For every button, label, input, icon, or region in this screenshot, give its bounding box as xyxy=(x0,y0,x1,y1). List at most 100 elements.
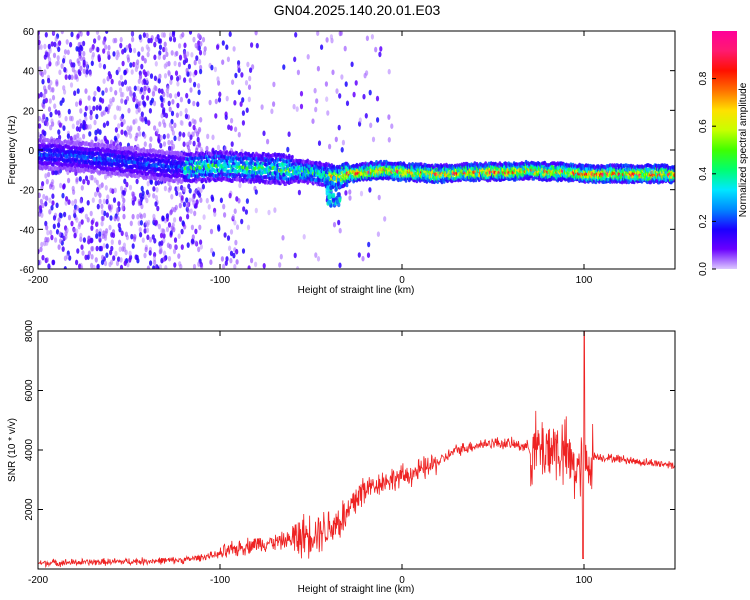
heatmap-cell xyxy=(354,80,358,86)
heatmap-cell xyxy=(233,219,237,226)
heatmap-cell xyxy=(54,169,58,176)
heatmap-cell xyxy=(55,61,59,67)
heatmap-cell xyxy=(120,185,124,192)
heatmap-cell xyxy=(104,185,108,191)
heatmap-cell xyxy=(314,252,318,258)
heatmap-cell xyxy=(148,108,152,114)
heatmap-cell xyxy=(78,118,82,125)
heatmap-cell xyxy=(98,198,102,205)
heatmap-cell xyxy=(343,45,347,52)
heatmap-cell xyxy=(240,72,244,78)
heatmap-cell xyxy=(163,41,167,48)
heatmap-cell xyxy=(281,235,285,241)
heatmap-cell xyxy=(64,234,68,240)
heatmap-cell xyxy=(58,69,62,76)
heatmap-cell xyxy=(182,186,186,193)
heatmap-cell xyxy=(369,122,373,129)
heatmap-cell xyxy=(104,44,108,50)
heatmap-cell xyxy=(90,246,94,252)
heatmap-cell xyxy=(183,224,187,230)
heatmap-cell xyxy=(162,119,166,125)
heatmap-cell xyxy=(362,93,366,100)
heatmap-cell xyxy=(107,44,111,51)
heatmap-cell xyxy=(172,36,177,43)
heatmap-cell xyxy=(173,217,177,223)
heatmap-cell xyxy=(76,88,80,94)
heatmap-cell xyxy=(98,105,102,111)
heatmap-cell xyxy=(368,187,372,193)
heatmap-cell xyxy=(121,205,125,211)
heatmap-cell xyxy=(352,91,356,98)
heatmap-cell xyxy=(213,66,217,73)
heatmap-cell xyxy=(116,133,120,139)
heatmap-cell xyxy=(199,197,203,203)
heatmap-cell xyxy=(223,212,227,218)
heatmap-cell xyxy=(95,31,100,35)
heatmap-cell xyxy=(164,46,168,53)
heatmap-cell xyxy=(367,241,371,248)
heatmap-cell xyxy=(152,193,156,199)
heatmap-cell xyxy=(206,133,210,140)
heatmap-cell xyxy=(368,89,372,96)
heatmap-cell xyxy=(207,204,211,210)
heatmap-cell xyxy=(216,76,220,82)
heatmap-cell xyxy=(42,113,46,119)
heatmap-cell xyxy=(71,66,75,73)
heatmap-cell xyxy=(350,61,354,68)
heatmap-cell xyxy=(192,124,196,131)
heatmap-cell xyxy=(296,266,300,269)
heatmap-cell xyxy=(198,49,203,56)
heatmap-cell xyxy=(364,113,368,119)
heatmap-cell xyxy=(117,66,121,73)
heatmap-cell xyxy=(79,265,84,269)
heatmap-cell xyxy=(103,260,108,267)
heatmap-cell xyxy=(90,262,94,269)
heatmap-cell xyxy=(115,207,119,213)
heatmap-cell xyxy=(195,131,200,137)
heatmap-cell xyxy=(53,103,57,109)
heatmap-cell xyxy=(146,70,150,77)
heatmap-cell xyxy=(193,210,197,217)
heatmap-cell xyxy=(365,70,369,76)
heatmap-cell xyxy=(138,227,142,233)
heatmap-cell xyxy=(43,88,48,95)
heatmap-cell xyxy=(209,259,213,266)
heatmap-cell xyxy=(338,93,342,99)
heatmap-cell xyxy=(107,104,111,110)
heatmap-cell xyxy=(226,56,230,63)
heatmap-cell xyxy=(228,31,232,37)
heatmap-cell xyxy=(89,109,93,116)
heatmap-cell xyxy=(163,185,167,192)
heatmap-cell xyxy=(225,44,229,50)
heatmap-cell xyxy=(116,216,120,222)
heatmap-cell xyxy=(93,38,97,44)
heatmap-cell xyxy=(112,197,117,203)
heatmap-cell xyxy=(67,177,71,184)
heatmap-cell xyxy=(146,51,150,58)
heatmap-cell xyxy=(240,218,244,225)
heatmap-cell xyxy=(234,239,238,246)
heatmap-cell xyxy=(95,105,99,111)
heatmap-cell xyxy=(171,99,175,105)
heatmap-cell xyxy=(114,250,118,257)
heatmap-cell xyxy=(117,123,121,129)
heatmap-cell xyxy=(128,86,132,92)
heatmap-cell xyxy=(320,44,324,50)
heatmap-cell xyxy=(68,74,72,80)
heatmap-cell xyxy=(119,264,124,269)
heatmap-cell xyxy=(166,133,170,139)
heatmap-cell xyxy=(115,139,119,146)
heatmap-cell xyxy=(135,98,139,105)
heatmap-cell xyxy=(82,133,86,140)
heatmap-cell xyxy=(176,81,180,87)
heatmap-cell xyxy=(239,101,243,107)
heatmap-cell xyxy=(94,191,98,198)
heatmap-cell xyxy=(88,131,92,137)
heatmap-cell xyxy=(267,209,271,216)
heatmap-cell xyxy=(177,233,181,239)
heatmap-cell xyxy=(59,238,63,244)
heatmap-cell xyxy=(172,248,177,255)
heatmap-cell xyxy=(213,211,217,217)
heatmap-cell xyxy=(75,46,79,52)
heatmap-cell xyxy=(135,254,139,261)
